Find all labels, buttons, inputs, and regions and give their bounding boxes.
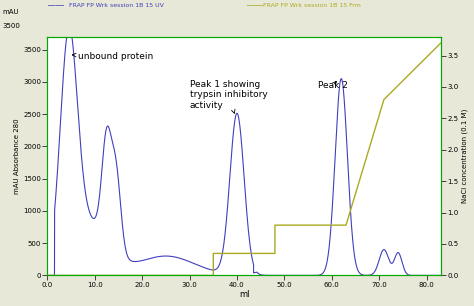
Y-axis label: mAU Absorbance 280: mAU Absorbance 280 <box>14 118 20 194</box>
Text: FRAP FP Wrk session 1B 15 Frm: FRAP FP Wrk session 1B 15 Frm <box>263 3 361 8</box>
Text: Peak 1 showing
trypsin inhibitory
activity: Peak 1 showing trypsin inhibitory activi… <box>190 80 267 113</box>
Y-axis label: NaCl concentration (0.1 M): NaCl concentration (0.1 M) <box>461 109 467 203</box>
Text: ────: ──── <box>246 3 264 9</box>
Text: ────: ──── <box>47 3 64 9</box>
Text: mAU: mAU <box>2 9 19 15</box>
Text: Peak 2: Peak 2 <box>318 81 347 90</box>
Text: unbound protein: unbound protein <box>73 52 154 61</box>
Text: FRAP FP Wrk session 1B 15 UV: FRAP FP Wrk session 1B 15 UV <box>69 3 164 8</box>
X-axis label: ml: ml <box>239 290 249 300</box>
Text: 3500: 3500 <box>2 23 20 29</box>
